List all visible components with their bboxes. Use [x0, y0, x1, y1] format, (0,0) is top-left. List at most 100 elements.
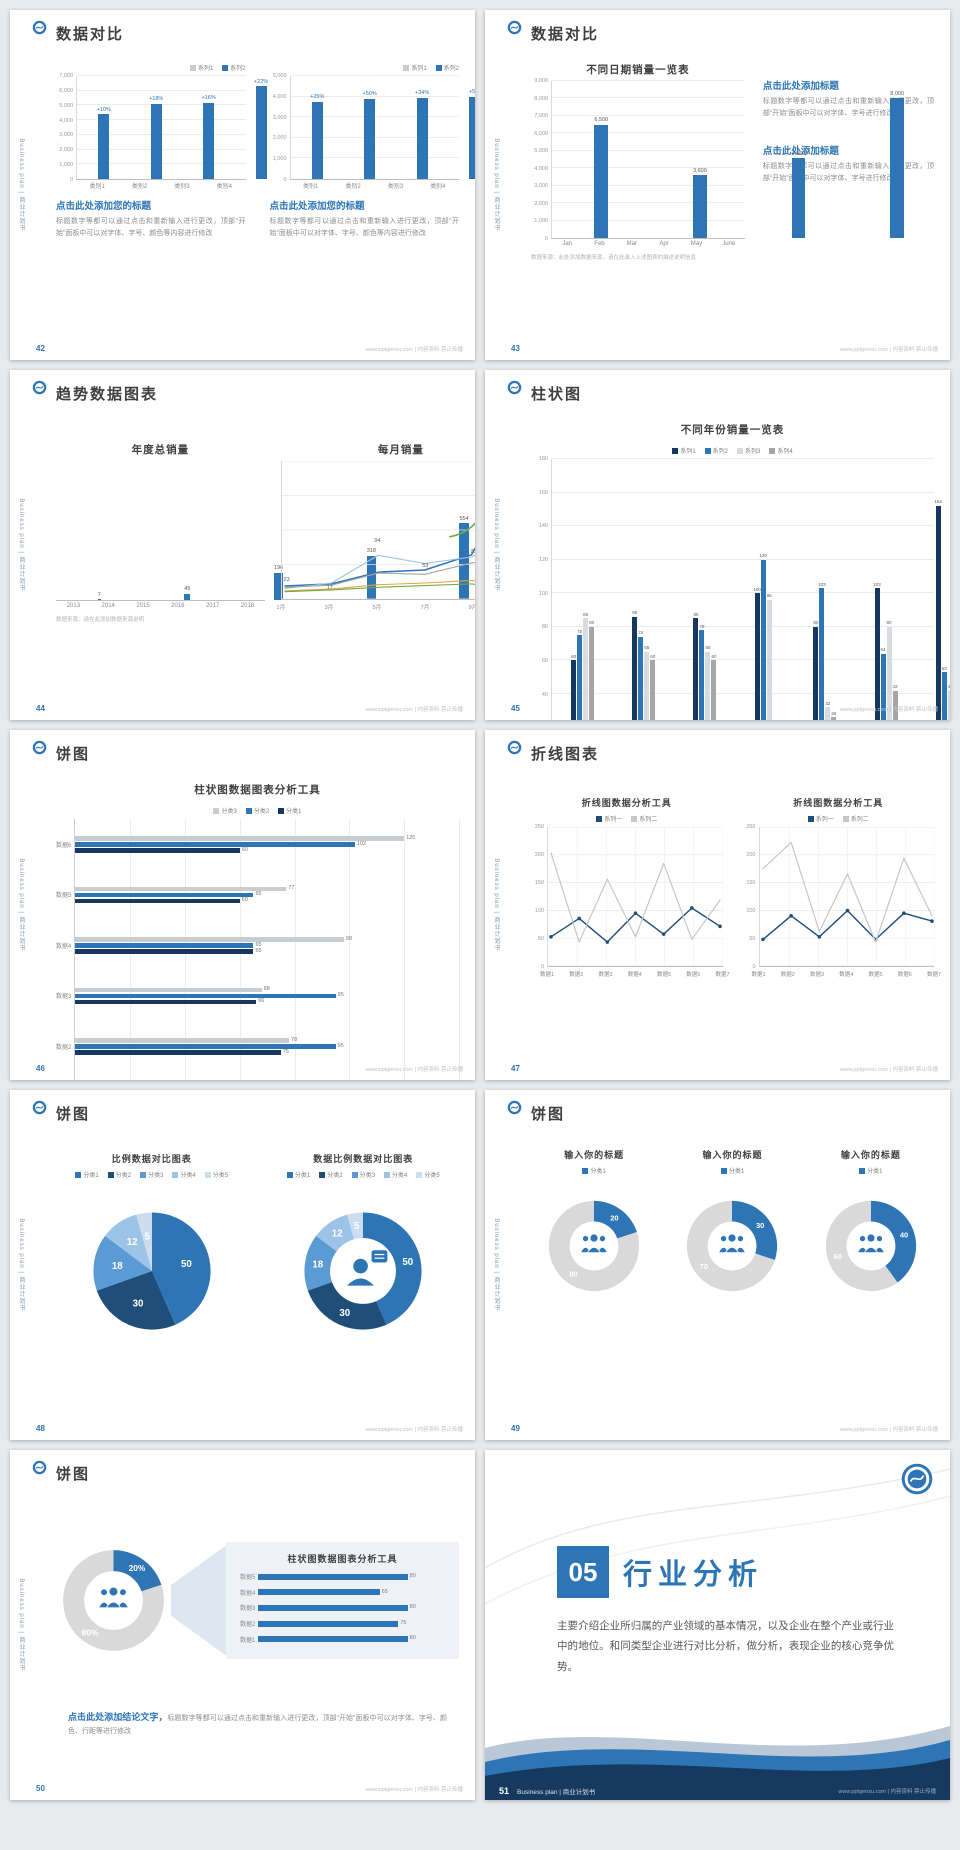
slide-43[interactable]: 数据对比 Business plan | 商业计划书 不同日期销量一览表 9,0…	[485, 10, 950, 360]
svg-text:30: 30	[132, 1298, 143, 1309]
comparison-block-right: 系列1 系列2 5,000 4,000 3,000 2,000 1,000 0 +25% +50%…	[269, 62, 475, 360]
slide-logo-icon	[32, 380, 47, 395]
sidebar-vertical-text: Business plan | 商业计划书	[18, 498, 24, 592]
slide-46[interactable]: 饼图 Business plan | 商业计划书 柱状图数据图表分析工具 分类3…	[10, 730, 475, 1080]
slide-footer-text: www.pptgensu.com | 内容资料 禁止传播	[365, 1787, 463, 1793]
slide-title: 饼图	[531, 1106, 566, 1123]
donut-block: 输入你的标题 分类1 20 80	[531, 1148, 657, 1440]
svg-text:50: 50	[181, 1259, 192, 1270]
page-number: 44	[36, 704, 45, 713]
monthly-sales-block: 每月销量 2317945376287182017131月3月5月7月9月11月	[277, 442, 475, 611]
slide-title: 饼图	[56, 1106, 91, 1123]
chart-title: 输入你的标题	[702, 1150, 763, 1160]
conclusion-paragraph: 点击此处添加结论文字，标题数字等都可以通过点击和重新输入进行更改，顶部“开始”面…	[56, 1709, 459, 1738]
slide-50[interactable]: 饼图 Business plan | 商业计划书 20% 80% 柱状图数据图表分…	[10, 1450, 475, 1800]
chart-title: 每月销量	[377, 444, 424, 456]
slide-45[interactable]: 柱状图 Business plan | 商业计划书 不同年份销量一览表 系列1 系…	[485, 370, 950, 720]
conclusion-body: 标题数字等都可以通过点击和重新输入进行更改，顶部“开始”面板中可以对字体、字号、…	[68, 1715, 447, 1735]
text-block: 点击此处添加标题 标题数字等都可以通过点击和重新输入进行更改，顶部“开始”面板中…	[763, 70, 934, 119]
chart-title: 折线图数据分析工具	[581, 798, 672, 808]
svg-text:5: 5	[354, 1221, 360, 1232]
block-body-text: 标题数字等都可以通过点击和重新输入进行更改，顶部“开始”面板中可以对字体、字号、…	[56, 218, 246, 237]
slide-logo-icon	[32, 740, 47, 755]
section-title: 行业分析	[623, 1559, 764, 1591]
comparison-block-left: 系列1 系列2 7,000 6,000 5,000 4,000 3,000 2,000 1,00…	[56, 62, 268, 360]
section-number: 05	[557, 1546, 609, 1598]
annual-sales-block: 年度总销量 7451963185549432013201420152016201…	[56, 442, 469, 611]
donut-chart-20: 分类1 20 80	[531, 1165, 657, 1313]
page-number: 42	[36, 344, 45, 353]
pie-chart-block: 比例数据对比图表 分类1 分类2 分类3 分类4 分类5 50 30 18 12 5	[56, 1152, 248, 1440]
block-heading: 点击此处添加标题	[762, 81, 839, 92]
horizontal-bar-chart: 数据5 数据4 数据3 数据2 数据1 80 65 80 75 80	[240, 1573, 416, 1644]
bar-chart-annual-sales: 745196318554943201320142015201620172018	[56, 461, 469, 611]
slide-footer-text: www.pptgensu.com | 内容资料 禁止传播	[365, 347, 463, 353]
line-chart-block: 折线图数据分析工具 系列一 系列二 250 200 150 100 50 0 数据1 数据2 数据3…	[743, 796, 942, 1080]
slide-footer-text: www.pptgensu.com | 内容资料 禁止传播	[365, 1427, 463, 1433]
grouped-bar-chart-right: 系列1 系列2 5,000 4,000 3,000 2,000 1,000 0 +25% +50%…	[270, 62, 475, 190]
svg-text:40: 40	[900, 1231, 908, 1240]
svg-text:80: 80	[570, 1270, 578, 1279]
chart-title: 数据比例数据对比图表	[313, 1154, 414, 1164]
slide-logo-icon	[507, 20, 522, 35]
donut-chart-block: 数据比例数据对比图表 分类1 分类2 分类3 分类4 分类5 50 30 18 12 5	[268, 1152, 460, 1440]
slide-footer-text: www.pptgensu.com | 内容资料 禁止传播	[365, 1067, 463, 1073]
page-number: 46	[36, 1064, 45, 1073]
slide-47[interactable]: 折线图表 Business plan | 商业计划书 折线图数据分析工具 系列一…	[485, 730, 950, 1080]
section-description: 主要介绍企业所归属的产业领域的基本情况，以及企业在整个产业或行业中的地位。和同类…	[557, 1620, 894, 1673]
donut-chart-40: 分类1 40 60	[808, 1165, 934, 1313]
grouped-bar-chart-years: 系列1系列2系列3系列41801601401201008060402006075…	[531, 445, 950, 720]
svg-text:20%: 20%	[129, 1563, 146, 1573]
sidebar-vertical-text: Business plan | 商业计划书	[18, 138, 24, 232]
line-chart-right: 系列一 系列二 250 200 150 100 50 0 数据1 数据2 数据3 数据4 数据5 数据6 数…	[746, 815, 942, 978]
donut-block: 输入你的标题 分类1 30 70	[669, 1148, 795, 1440]
text-blocks: 点击此处添加标题 标题数字等都可以通过点击和重新输入进行更改，顶部“开始”面板中…	[763, 62, 934, 360]
svg-text:50: 50	[403, 1257, 414, 1268]
svg-text:70: 70	[700, 1262, 708, 1271]
sidebar-vertical-text: Business plan | 商业计划书	[493, 138, 499, 232]
slide-49[interactable]: 饼图 Business plan | 商业计划书 输入你的标题 分类1 20 80 …	[485, 1090, 950, 1440]
slide-logo-icon	[507, 740, 522, 755]
slide-logo-icon	[507, 380, 522, 395]
data-source-note: 数据来源：此处添加数据来源，请在此录入上述图表的描述说明信息	[531, 255, 697, 261]
chart-title: 输入你的标题	[840, 1150, 901, 1160]
chart-block: 不同日期销量一览表 9,000 8,000 7,000 6,000 5,000 4,000…	[531, 62, 905, 360]
slide-logo-icon	[507, 1100, 522, 1115]
footer-brand-text: Business plan | 商业计划书	[517, 1789, 596, 1796]
slide-logo-icon	[32, 1100, 47, 1115]
block-body-text: 标题数字等都可以通过点击和重新输入进行更改，顶部“开始”面板中可以对字体、字号进…	[762, 163, 934, 182]
slide-footer-text: www.pptgensu.com | 内容资料 禁止传播	[840, 707, 938, 713]
sidebar-vertical-text: Business plan | 商业计划书	[493, 1218, 499, 1312]
chart-title: 不同年份销量一览表	[680, 424, 785, 436]
page-number: 51	[499, 1786, 510, 1796]
slide-48[interactable]: 饼图 Business plan | 商业计划书 比例数据对比图表 分类1 分类2…	[10, 1090, 475, 1440]
slide-42[interactable]: 数据对比 Business plan | 商业计划书 系列1 系列2 7,000 6,…	[10, 10, 475, 360]
page-number: 47	[511, 1064, 520, 1073]
funnel-arrow-shape	[171, 1545, 226, 1656]
pie-chart: 分类1 分类2 分类3 分类4 分类5 50 30 18 12 5	[56, 1169, 248, 1359]
slide-44[interactable]: 趋势数据图表 Business plan | 商业计划书 单位：个 in'000…	[10, 370, 475, 720]
chart-title: 柱状图数据图表分析工具	[287, 1554, 398, 1564]
donut-chart: 分类1 分类2 分类3 分类4 分类5 50 30 18 12 5	[268, 1169, 460, 1359]
block-heading: 点击此处添加您的标题	[269, 201, 365, 212]
slide-title: 饼图	[56, 746, 91, 763]
text-block: 点击此处添加标题 标题数字等都可以通过点击和重新输入进行更改，顶部“开始”面板中…	[763, 135, 934, 184]
background-curves	[485, 1468, 950, 1605]
svg-text:18: 18	[313, 1259, 324, 1270]
horizontal-bar-chart: 分类3分类2分类1数据6数据5数据4数据3数据2数据11201026077656…	[56, 805, 460, 1080]
line-chart-monthly-sales: 2317945376287182017131月3月5月7月9月11月	[277, 461, 475, 611]
chart-title: 年度总销量	[131, 444, 190, 456]
donut-chart-percent: 20% 80%	[56, 1541, 171, 1661]
svg-text:5: 5	[144, 1231, 150, 1242]
slide-51[interactable]: 05 行业分析 主要介绍企业所归属的产业领域的基本情况，以及企业在整个产业或行业…	[485, 1450, 950, 1800]
slide-logo-icon	[32, 1460, 47, 1475]
slide-logo-icon	[32, 20, 47, 35]
data-source-note: 数据来源：请在此添加数据来源说明	[56, 617, 145, 623]
sidebar-vertical-text: Business plan | 商业计划书	[493, 858, 499, 952]
slide-title: 趋势数据图表	[56, 386, 159, 403]
chart-title: 比例数据对比图表	[111, 1154, 192, 1164]
sidebar-vertical-text: Business plan | 商业计划书	[493, 498, 499, 592]
donut-chart-30: 分类1 30 70	[669, 1165, 795, 1313]
chart-title: 不同日期销量一览表	[586, 64, 690, 76]
